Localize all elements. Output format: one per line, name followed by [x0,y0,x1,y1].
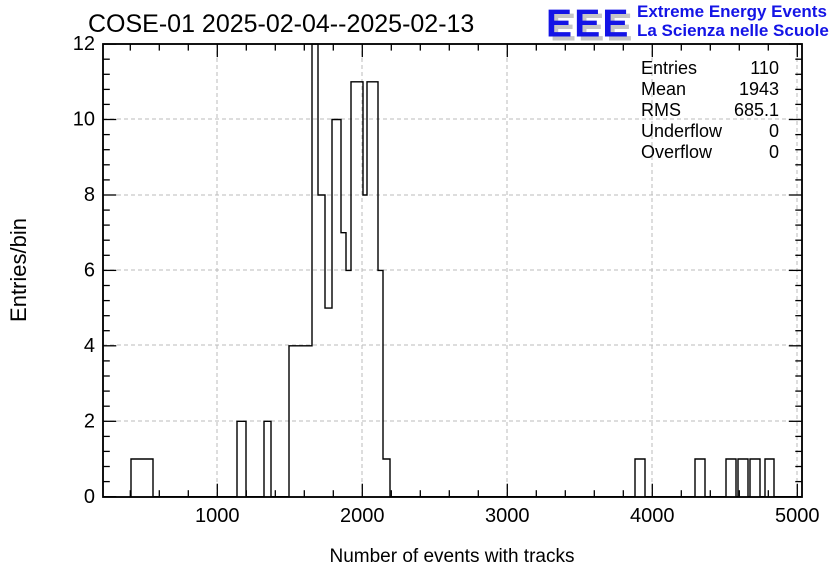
svg-text:Mean: Mean [641,79,686,99]
svg-text:110: 110 [750,58,779,78]
svg-text:La Scienza nelle Scuole: La Scienza nelle Scuole [637,21,829,40]
svg-text:2000: 2000 [340,505,385,527]
svg-text:6: 6 [84,259,95,281]
svg-text:0: 0 [769,142,779,162]
svg-text:Underflow: Underflow [641,121,723,141]
svg-text:8: 8 [84,184,95,206]
svg-text:5000: 5000 [775,505,820,527]
svg-text:1000: 1000 [195,505,240,527]
svg-text:1943: 1943 [739,79,779,99]
svg-text:Entries: Entries [641,58,697,78]
svg-text:685.1: 685.1 [734,100,779,120]
svg-text:12: 12 [73,33,95,55]
svg-text:0: 0 [769,121,779,141]
svg-text:Extreme Energy Events: Extreme Energy Events [637,2,827,21]
svg-text:4: 4 [84,335,95,357]
svg-text:Overflow: Overflow [641,142,713,162]
svg-text:COSE-01 2025-02-04--2025-02-13: COSE-01 2025-02-04--2025-02-13 [88,10,474,38]
svg-text:Entries/bin: Entries/bin [6,218,31,322]
svg-text:10: 10 [73,109,95,131]
svg-text:3000: 3000 [485,505,530,527]
svg-text:RMS: RMS [641,100,681,120]
svg-text:0: 0 [84,486,95,508]
svg-text:EEE: EEE [546,3,631,46]
svg-text:2: 2 [84,410,95,432]
svg-text:4000: 4000 [630,505,675,527]
svg-text:Number of events with tracks: Number of events with tracks [330,546,575,567]
